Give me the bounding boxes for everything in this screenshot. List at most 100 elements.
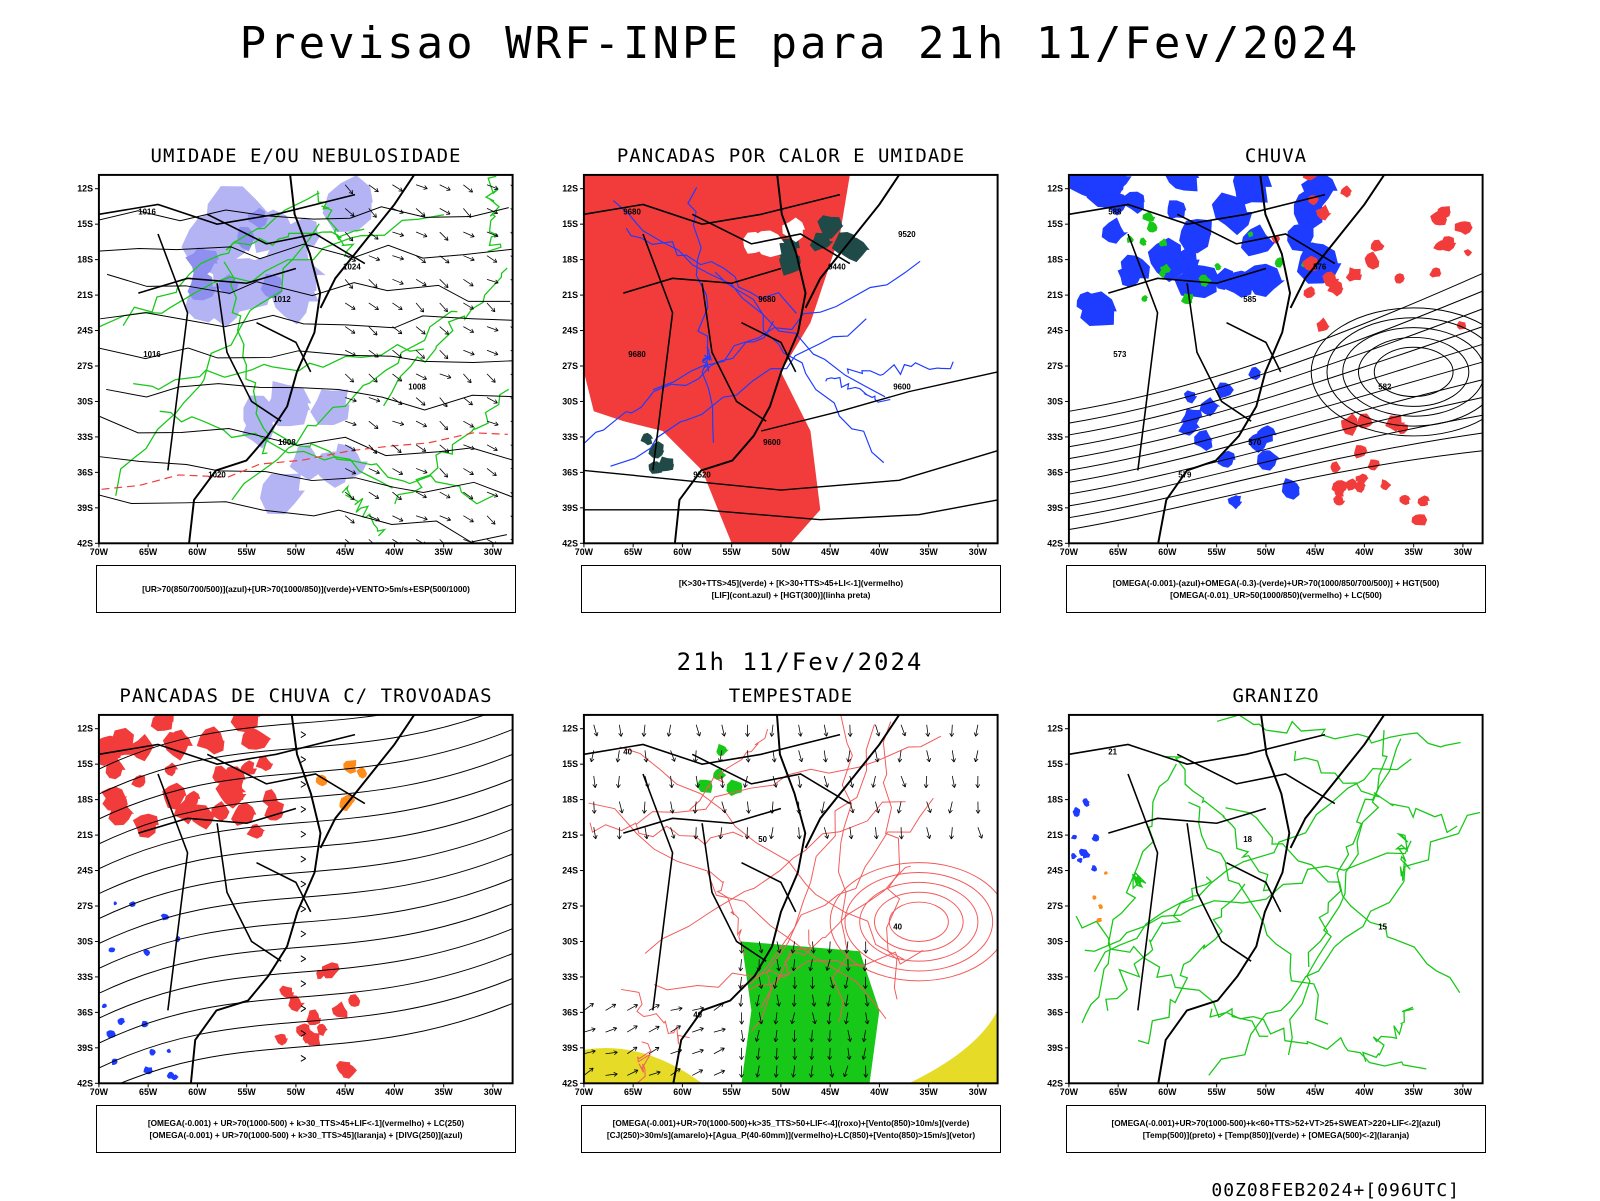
stream-arrow bbox=[301, 781, 306, 787]
temp-850-contour bbox=[1294, 751, 1457, 832]
divergence-area bbox=[167, 1049, 171, 1053]
coastline-east bbox=[806, 715, 900, 848]
strong-wind-area bbox=[697, 780, 713, 793]
lat-label: 12S bbox=[77, 724, 93, 734]
contour-label: 15 bbox=[1378, 923, 1387, 932]
divergence-area bbox=[143, 950, 150, 957]
lat-label: 30S bbox=[562, 936, 578, 946]
lat-label: 18S bbox=[77, 795, 93, 805]
lat-label: 36S bbox=[562, 467, 578, 477]
legend-box: [OMEGA(-0.001)+UR>70(1000-500)+k>35_TTS>… bbox=[581, 1105, 1001, 1153]
temp-850-contour bbox=[1085, 841, 1411, 951]
lon-label: 55W bbox=[723, 547, 742, 557]
wind-vector bbox=[345, 374, 353, 382]
main-title: Previsao WRF-INPE para 21h 11/Fev/2024 bbox=[0, 18, 1600, 69]
lat-label: 15S bbox=[1047, 219, 1063, 229]
wind-vector bbox=[644, 802, 645, 814]
lon-label: 45W bbox=[1306, 1087, 1325, 1097]
wind-vector bbox=[440, 421, 448, 430]
border bbox=[217, 823, 281, 961]
contour-label: 1012 bbox=[273, 295, 291, 304]
ascent-area bbox=[1241, 224, 1276, 256]
water-contour bbox=[636, 736, 941, 824]
lon-label: 55W bbox=[1208, 1087, 1227, 1097]
contour-label: 1016 bbox=[143, 350, 161, 359]
contour-label: 40 bbox=[623, 747, 632, 756]
thunderstorm-area bbox=[332, 1001, 348, 1018]
hail-area bbox=[1077, 858, 1082, 863]
lat-label: 36S bbox=[77, 467, 93, 477]
lat-label: 15S bbox=[77, 759, 93, 769]
thunderstorm-area bbox=[131, 775, 145, 788]
border bbox=[742, 863, 796, 912]
divergence-area bbox=[114, 901, 118, 905]
stream-arrow bbox=[301, 732, 306, 738]
lon-label: 60W bbox=[188, 1087, 207, 1097]
lat-label: 27S bbox=[1047, 901, 1063, 911]
wind-vector bbox=[369, 327, 377, 335]
lat-label: 21S bbox=[1047, 290, 1063, 300]
lon-label: 60W bbox=[673, 1087, 692, 1097]
panel-title: PANCADAS DE CHUVA C/ TROVOADAS bbox=[96, 685, 516, 707]
stream-arrow bbox=[301, 881, 306, 887]
contour-label: 21 bbox=[1108, 747, 1117, 756]
lon-label: 50W bbox=[1257, 1087, 1276, 1097]
lat-label: 24S bbox=[1047, 865, 1063, 875]
contour-label: 1020 bbox=[208, 470, 226, 479]
wind-vector bbox=[440, 232, 448, 240]
rain-area bbox=[1330, 461, 1340, 473]
water-contour bbox=[690, 729, 768, 810]
stream-arrow bbox=[301, 757, 306, 763]
legend-box: [OMEGA(-0.001)+UR>70(1000-500)+k<60+TTS>… bbox=[1066, 1105, 1486, 1153]
temp-850-contour bbox=[1363, 1007, 1414, 1062]
temp-850-contour bbox=[1210, 1009, 1426, 1069]
lat-label: 36S bbox=[562, 1007, 578, 1017]
lon-label: 50W bbox=[287, 547, 306, 557]
lon-label: 40W bbox=[1355, 547, 1374, 557]
contour-label: 9520 bbox=[693, 470, 711, 479]
lon-label: 60W bbox=[1158, 1087, 1177, 1097]
divergence-area bbox=[102, 1004, 108, 1009]
hail-area bbox=[1091, 865, 1097, 871]
hail-area bbox=[1092, 834, 1100, 842]
map-border bbox=[1069, 715, 1483, 1083]
legend-line: [K>30+TTS>45](verde) + [K>30+TTS>45+LI<-… bbox=[679, 577, 903, 589]
wind-vector bbox=[369, 421, 378, 428]
humidity-area bbox=[323, 175, 373, 232]
orange-area bbox=[343, 760, 356, 774]
lat-label: 15S bbox=[562, 219, 578, 229]
high-contour bbox=[1343, 328, 1485, 417]
lon-label: 65W bbox=[1109, 1087, 1128, 1097]
lon-label: 50W bbox=[772, 547, 791, 557]
omega-area bbox=[1092, 895, 1097, 900]
rain-area bbox=[1429, 267, 1441, 277]
water-ring bbox=[860, 882, 978, 961]
height-contour bbox=[1069, 273, 1483, 411]
lon-label: 30W bbox=[484, 547, 503, 557]
border bbox=[1069, 735, 1325, 765]
strong-ascent bbox=[1140, 237, 1148, 245]
ascent-area bbox=[1257, 450, 1281, 470]
vector-head bbox=[518, 470, 522, 474]
legend-line: [OMEGA(-0.001) + UR>70(1000-500) + k>30_… bbox=[149, 1129, 462, 1141]
thunderstorm-area bbox=[197, 726, 225, 754]
stream-arrow bbox=[301, 931, 306, 937]
lat-label: 27S bbox=[562, 901, 578, 911]
lon-label: 30W bbox=[1454, 1087, 1473, 1097]
lon-label: 40W bbox=[385, 1087, 404, 1097]
lat-label: 27S bbox=[1047, 361, 1063, 371]
lat-label: 39S bbox=[562, 503, 578, 513]
wind-vector bbox=[369, 445, 377, 454]
lon-label: 65W bbox=[624, 1087, 643, 1097]
lat-label: 24S bbox=[1047, 325, 1063, 335]
wind-vector bbox=[440, 350, 448, 358]
wind-vector bbox=[416, 303, 424, 312]
lat-label: 21S bbox=[1047, 830, 1063, 840]
contour-label: 9600 bbox=[763, 438, 781, 447]
legend-line: [LIF](cont.azul) + [HGT(300)](linha pret… bbox=[712, 589, 871, 601]
lon-label: 55W bbox=[1208, 547, 1227, 557]
